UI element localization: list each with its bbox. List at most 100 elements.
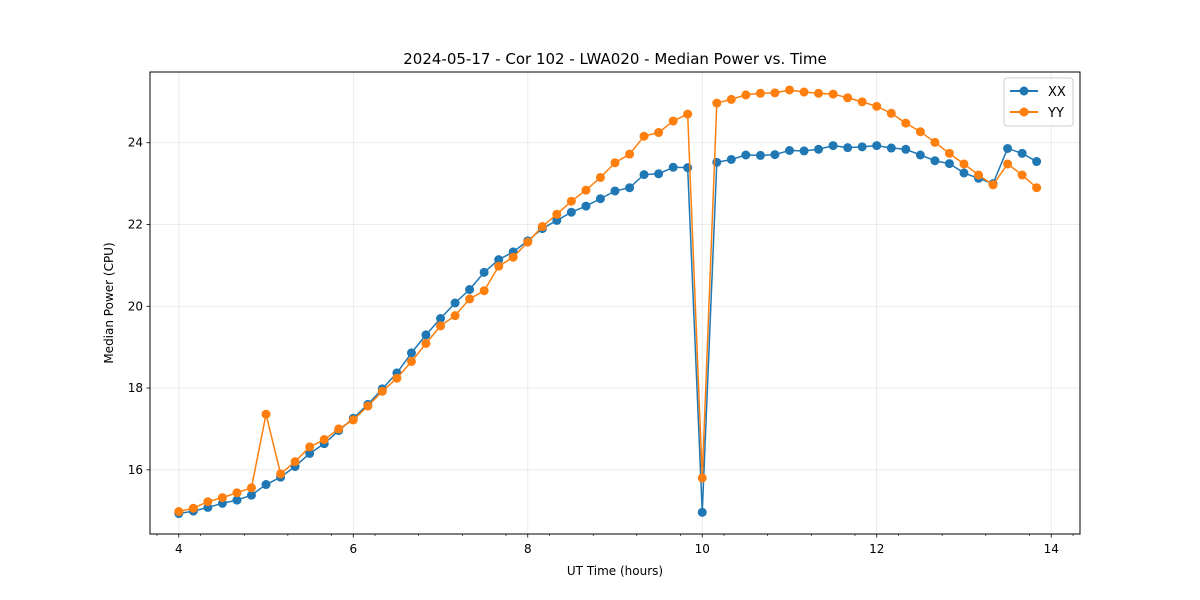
data-point-xx: [915, 150, 925, 160]
x-tick-label: 14: [1044, 542, 1059, 556]
data-point-xx: [872, 141, 882, 151]
data-point-yy: [523, 237, 533, 247]
data-point-yy: [755, 88, 765, 98]
ticks: 4 6 8 10 12 14 16 18 20 22 24: [128, 136, 1074, 556]
data-point-yy: [639, 131, 649, 141]
data-point-yy: [217, 493, 227, 503]
x-tick-label: 6: [349, 542, 357, 556]
data-point-xx: [406, 348, 416, 358]
data-point-yy: [450, 311, 460, 321]
plot-frame: [149, 71, 1081, 535]
x-tick-label: 10: [695, 542, 710, 556]
y-tick-label: 16: [128, 463, 143, 477]
data-point-yy: [930, 137, 940, 147]
data-point-yy: [683, 109, 693, 119]
data-point-yy: [726, 94, 736, 104]
data-point-xx: [1003, 143, 1013, 153]
data-point-yy: [232, 488, 242, 498]
data-point-xx: [814, 144, 824, 154]
y-axis-label: Median Power (CPU): [102, 242, 116, 363]
data-point-xx: [610, 186, 620, 196]
data-point-yy: [537, 222, 547, 232]
data-point-xx: [668, 162, 678, 172]
data-point-yy: [421, 338, 431, 348]
data-point-yy: [915, 127, 925, 137]
data-point-xx: [436, 314, 446, 324]
data-point-yy: [959, 159, 969, 169]
chart-title: 2024-05-17 - Cor 102 - LWA020 - Median P…: [403, 50, 827, 68]
data-point-yy: [348, 415, 358, 425]
data-point-yy: [843, 93, 853, 103]
x-axis-label: UT Time (hours): [567, 564, 663, 578]
data-point-yy: [508, 252, 518, 262]
data-point-yy: [377, 386, 387, 396]
data-point-yy: [334, 424, 344, 434]
data-point-xx: [901, 144, 911, 154]
data-point-xx: [843, 143, 853, 153]
data-point-xx: [232, 495, 242, 505]
data-point-yy: [595, 172, 605, 182]
data-point-yy: [814, 88, 824, 98]
data-point-xx: [944, 159, 954, 169]
data-point-yy: [566, 196, 576, 206]
data-point-xx: [479, 267, 489, 277]
data-point-xx: [930, 156, 940, 166]
data-point-yy: [581, 185, 591, 195]
data-point-yy: [712, 98, 722, 108]
data-point-yy: [305, 442, 315, 452]
data-point-yy: [654, 128, 664, 138]
data-point-xx: [246, 490, 256, 500]
data-point-yy: [886, 108, 896, 118]
data-point-yy: [828, 89, 838, 99]
data-point-xx: [261, 480, 271, 490]
x-tick-label: 4: [175, 542, 183, 556]
legend-marker-xx: [1019, 86, 1029, 96]
data-point-yy: [625, 149, 635, 159]
data-point-xx: [595, 194, 605, 204]
data-point-yy: [319, 435, 329, 445]
data-point-xx: [784, 146, 794, 155]
data-point-yy: [784, 85, 794, 95]
legend-label-xx: XX: [1048, 85, 1066, 100]
data-point-xx: [857, 142, 867, 152]
data-point-xx: [697, 507, 707, 517]
data-point-yy: [436, 321, 446, 331]
data-point-yy: [1003, 159, 1013, 169]
data-point-yy: [188, 503, 198, 513]
data-point-yy: [697, 473, 707, 483]
data-point-xx: [741, 150, 751, 160]
data-point-xx: [421, 330, 431, 340]
data-point-xx: [683, 163, 693, 173]
data-point-xx: [654, 169, 664, 179]
x-tick-label: 12: [869, 542, 884, 556]
legend-marker-yy: [1019, 107, 1029, 117]
data-point-yy: [479, 286, 489, 296]
data-point-yy: [901, 118, 911, 128]
data-point-xx: [799, 146, 809, 156]
data-point-xx: [450, 298, 460, 308]
data-point-xx: [1032, 157, 1042, 167]
data-point-yy: [1017, 170, 1027, 180]
data-point-yy: [668, 116, 678, 126]
data-point-xx: [305, 448, 315, 458]
data-point-xx: [465, 285, 475, 295]
data-point-yy: [552, 209, 562, 219]
data-point-yy: [406, 356, 416, 366]
data-point-yy: [799, 87, 809, 97]
data-point-yy: [610, 158, 620, 168]
data-point-yy: [465, 294, 475, 304]
data-point-yy: [1032, 183, 1042, 193]
legend-label-yy: YY: [1047, 106, 1064, 121]
data-point-xx: [1017, 148, 1027, 158]
data-point-yy: [261, 409, 271, 419]
legend: XX YY: [1003, 77, 1074, 127]
data-point-yy: [392, 373, 402, 383]
data-point-yy: [203, 497, 213, 507]
grid: [150, 72, 1080, 534]
data-point-xx: [625, 183, 635, 193]
data-point-yy: [246, 483, 256, 493]
data-point-xx: [886, 143, 896, 153]
data-point-xx: [755, 150, 765, 160]
